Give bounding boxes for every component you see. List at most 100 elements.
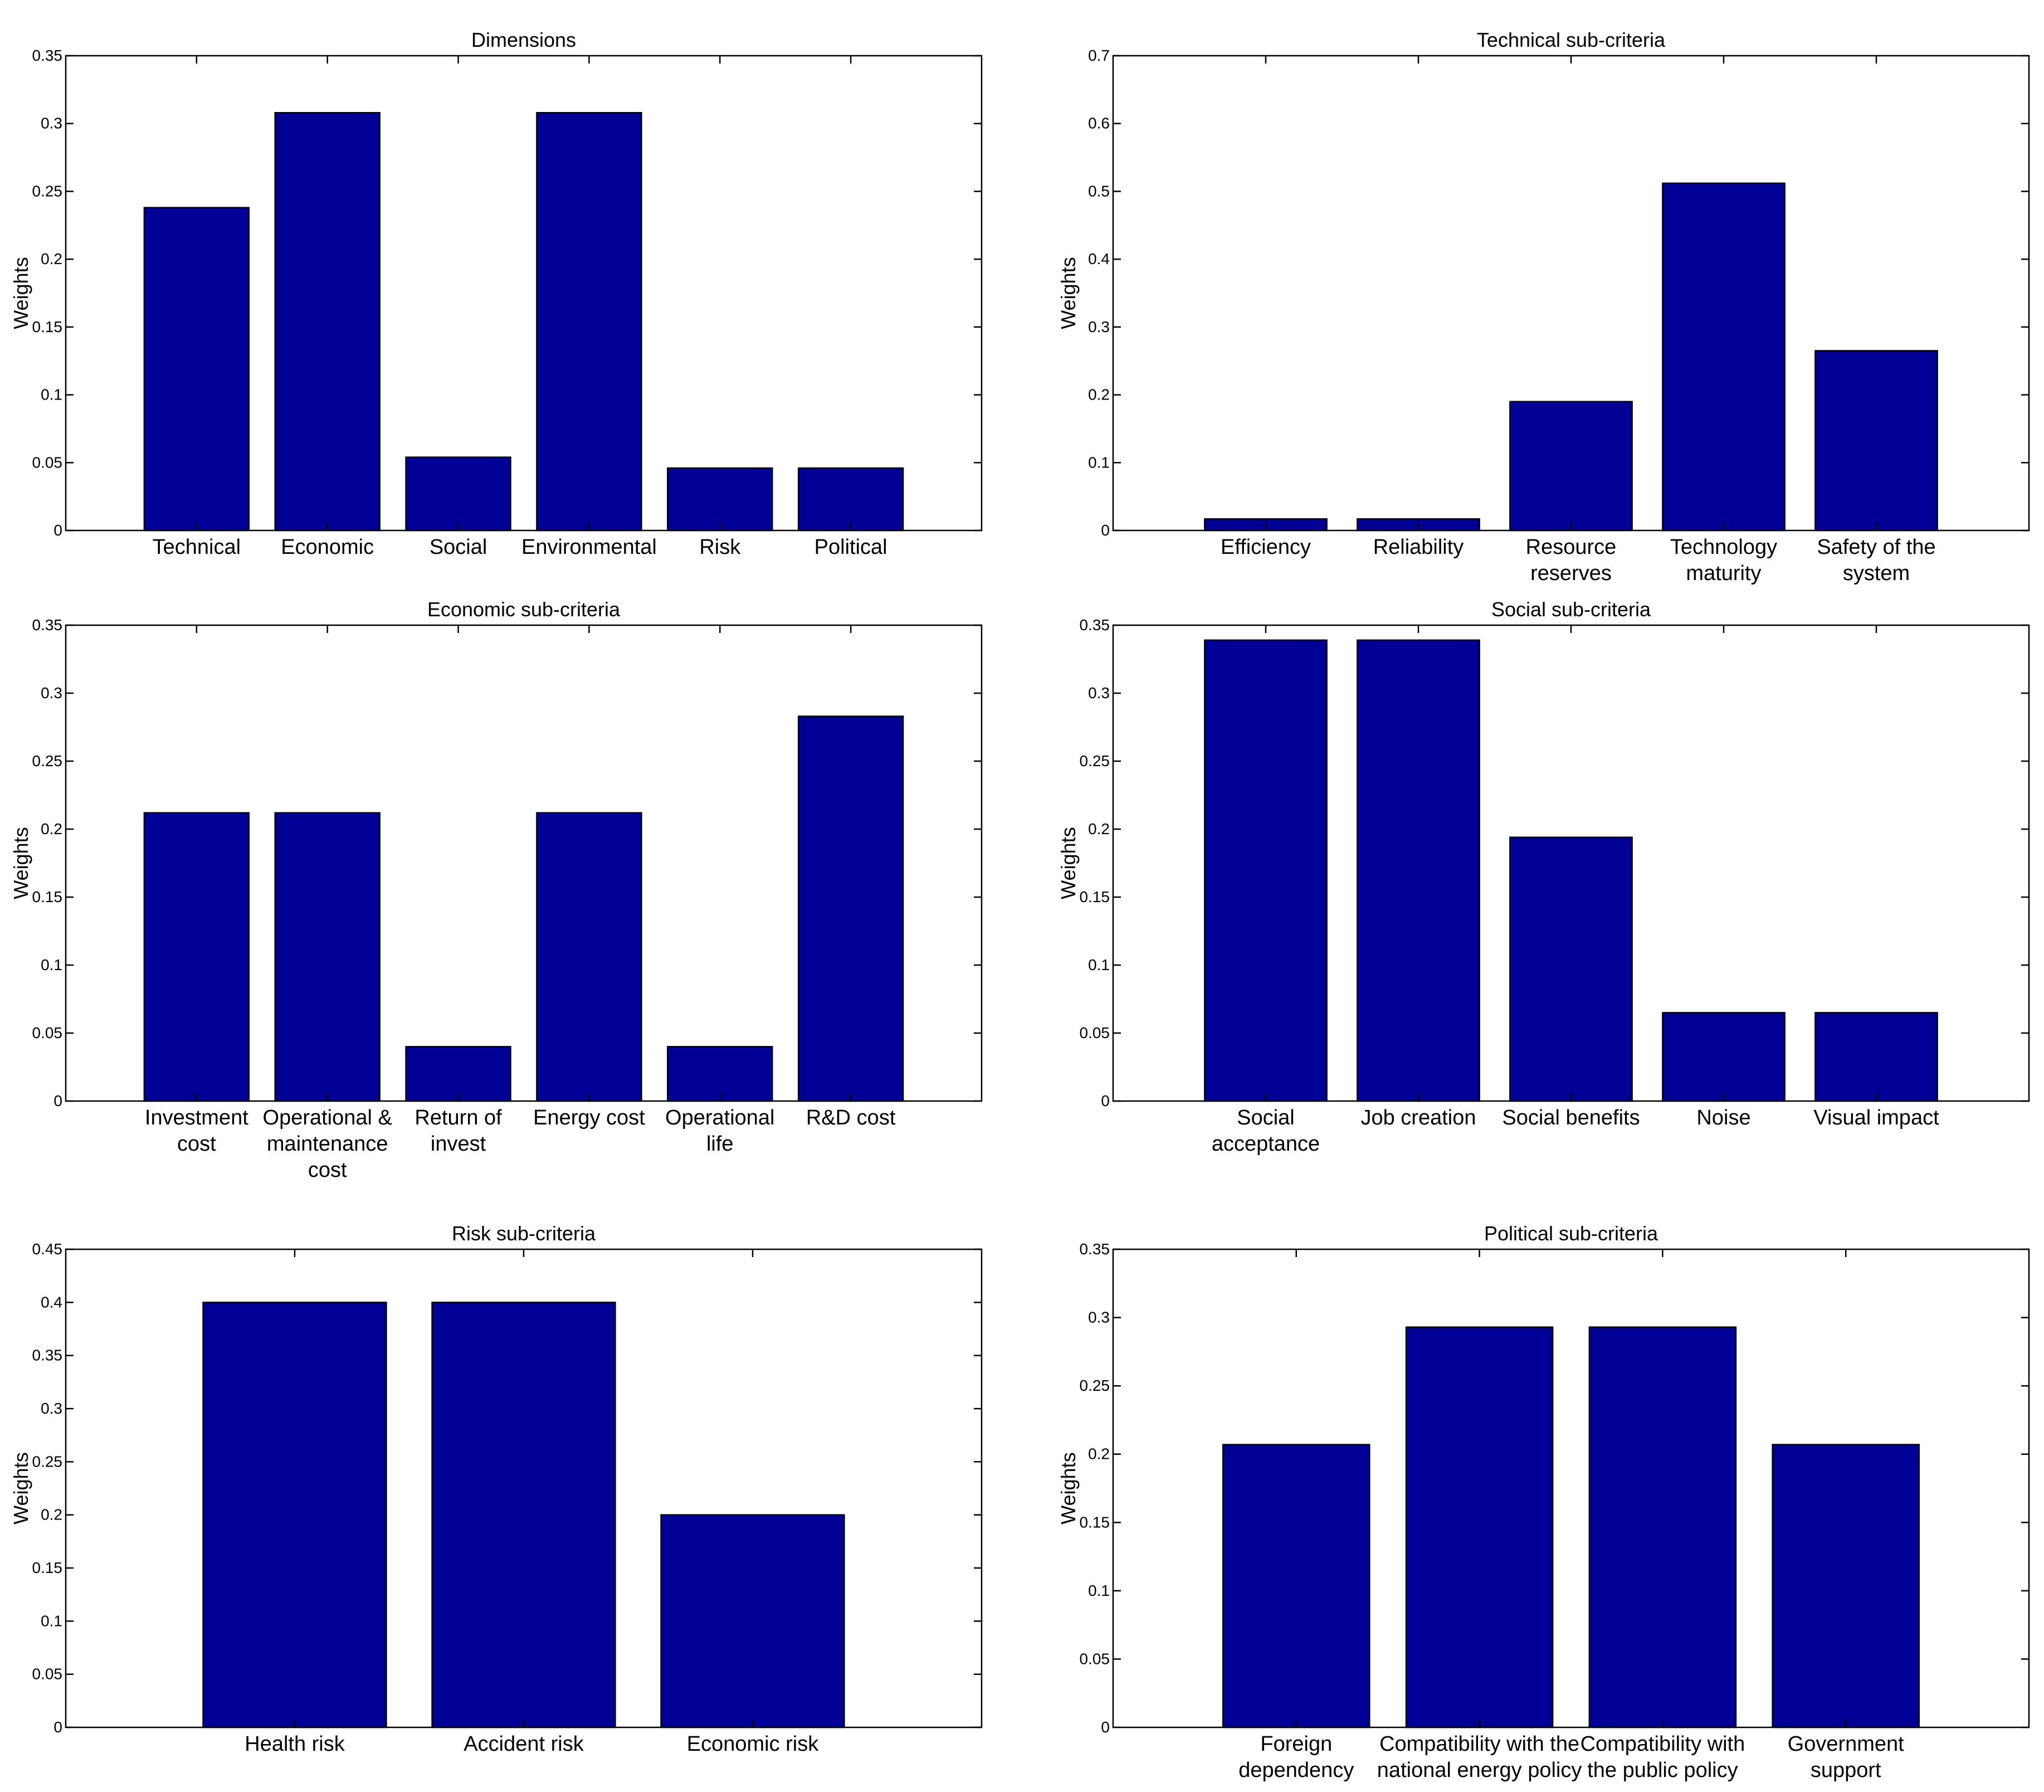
y-axis-label: Weights [9, 827, 32, 899]
chart-economic: Economic sub-criteria Weights 0 0.05 0.1 0.15… [9, 598, 983, 1182]
y-axis-label: Weights [9, 1452, 32, 1524]
category-label: Return of [414, 1106, 502, 1129]
category-label: maintenance [267, 1132, 388, 1156]
chart-title: Technical sub-criteria [1477, 28, 1666, 51]
y-tick-label: 0.35 [32, 47, 63, 64]
y-tick-label: 0.3 [41, 115, 62, 132]
y-tick-label: 0.1 [1088, 454, 1110, 471]
bar-political-0 [1222, 1444, 1370, 1728]
bar-risk-1 [431, 1302, 616, 1728]
category-label: Risk [699, 535, 741, 559]
y-tick-label: 0.4 [1088, 250, 1110, 267]
y-tick-label: 0.4 [41, 1293, 62, 1311]
y-tick-label: 0.2 [41, 820, 62, 837]
y-axis-label: Weights [1057, 257, 1080, 329]
category-label: Safety of the [1817, 535, 1935, 559]
category-label: Economic [281, 535, 374, 559]
y-tick-label: 0.15 [32, 318, 63, 335]
y-tick-label: 0.25 [32, 182, 63, 199]
category-label: system [1843, 562, 1910, 585]
category-label: Investment [145, 1106, 248, 1129]
bar-political-2 [1588, 1326, 1737, 1728]
category-label: Social [1237, 1106, 1295, 1129]
bar-economic-5 [797, 715, 904, 1102]
bar-political-3 [1772, 1444, 1920, 1728]
bar-social-0 [1204, 639, 1328, 1102]
y-tick-label: 0 [53, 522, 62, 539]
category-label: Political [814, 535, 887, 559]
category-label: Environmental [521, 535, 657, 559]
category-label: national energy policy [1377, 1759, 1582, 1782]
chart-dimensions: Dimensions Weights 0 0.05 0.1 0.15 0.2 0.25 0.3 0… [9, 28, 983, 559]
category-label: Resource [1526, 535, 1617, 559]
category-label: Technical [153, 535, 241, 559]
bar-economic-0 [143, 812, 250, 1102]
bar-social-3 [1662, 1012, 1786, 1102]
bar-social-1 [1357, 639, 1480, 1102]
y-tick-label: 0.15 [32, 888, 63, 905]
category-label: Social [430, 535, 487, 559]
category-label: Accident risk [464, 1732, 584, 1756]
plot-frame [65, 624, 983, 1102]
category-label: acceptance [1212, 1132, 1320, 1156]
chart-title: Economic sub-criteria [427, 598, 621, 621]
category-label: maturity [1686, 562, 1761, 585]
y-tick-label: 0.1 [41, 956, 62, 973]
category-label: Compatibility with [1580, 1732, 1745, 1756]
y-axis-label: Weights [1057, 827, 1080, 899]
y-tick-label: 0.2 [41, 1506, 62, 1523]
bar-technical-2 [1509, 401, 1633, 532]
bar-risk-0 [202, 1302, 387, 1728]
category-label: Health risk [245, 1732, 345, 1756]
bar-dimensions-1 [274, 111, 380, 532]
category-label: reserves [1530, 562, 1612, 585]
y-tick-label: 0.05 [1080, 1024, 1110, 1041]
y-tick-label: 0.15 [1080, 1513, 1110, 1531]
y-tick-label: 0.25 [1080, 1377, 1110, 1394]
y-tick-label: 0.3 [41, 684, 62, 702]
bar-dimensions-0 [143, 207, 250, 532]
category-label: invest [431, 1132, 486, 1156]
y-tick-label: 0.15 [32, 1559, 63, 1576]
category-label: Foreign [1260, 1732, 1332, 1756]
category-label: support [1811, 1759, 1881, 1782]
y-tick-label: 0 [53, 1718, 62, 1736]
category-label: cost [308, 1158, 347, 1182]
y-tick-label: 0.35 [32, 1347, 63, 1364]
y-tick-label: 0.2 [1088, 386, 1110, 403]
category-label: Noise [1696, 1106, 1750, 1129]
bar-economic-1 [274, 812, 380, 1102]
y-tick-label: 0.6 [1088, 115, 1110, 132]
category-label: cost [177, 1132, 216, 1156]
y-tick-label: 0.25 [32, 1453, 63, 1470]
category-label: Operational [665, 1106, 774, 1129]
y-tick-label: 0.3 [1088, 318, 1110, 335]
y-tick-label: 0.05 [32, 1666, 63, 1683]
y-tick-label: 0.7 [1088, 47, 1110, 64]
bar-dimensions-3 [536, 111, 642, 532]
y-tick-label: 0.3 [1088, 684, 1110, 702]
y-tick-label: 0.1 [1088, 956, 1110, 973]
y-tick-label: 0 [1101, 1718, 1110, 1736]
chart-title: Risk sub-criteria [452, 1222, 596, 1245]
bar-political-1 [1405, 1326, 1554, 1728]
y-tick-label: 0.35 [1080, 1240, 1110, 1258]
category-label: Energy cost [533, 1106, 645, 1129]
category-label: Job creation [1360, 1106, 1476, 1129]
category-label: Operational & [263, 1106, 392, 1129]
bar-social-2 [1509, 836, 1633, 1102]
category-label: Reliability [1373, 535, 1464, 559]
chart-title: Political sub-criteria [1484, 1222, 1658, 1245]
y-tick-label: 0.2 [1088, 820, 1110, 837]
y-tick-label: 0.2 [41, 250, 62, 267]
bar-economic-3 [536, 812, 642, 1102]
category-label: Government [1788, 1732, 1905, 1756]
y-tick-label: 0.3 [1088, 1309, 1110, 1326]
y-tick-label: 0 [1101, 1092, 1110, 1109]
plot-frame [1112, 1248, 2030, 1728]
y-tick-label: 0.3 [41, 1400, 62, 1417]
y-tick-label: 0.25 [1080, 752, 1110, 770]
category-label: Efficiency [1221, 535, 1311, 559]
y-tick-label: 0.05 [1080, 1650, 1110, 1667]
